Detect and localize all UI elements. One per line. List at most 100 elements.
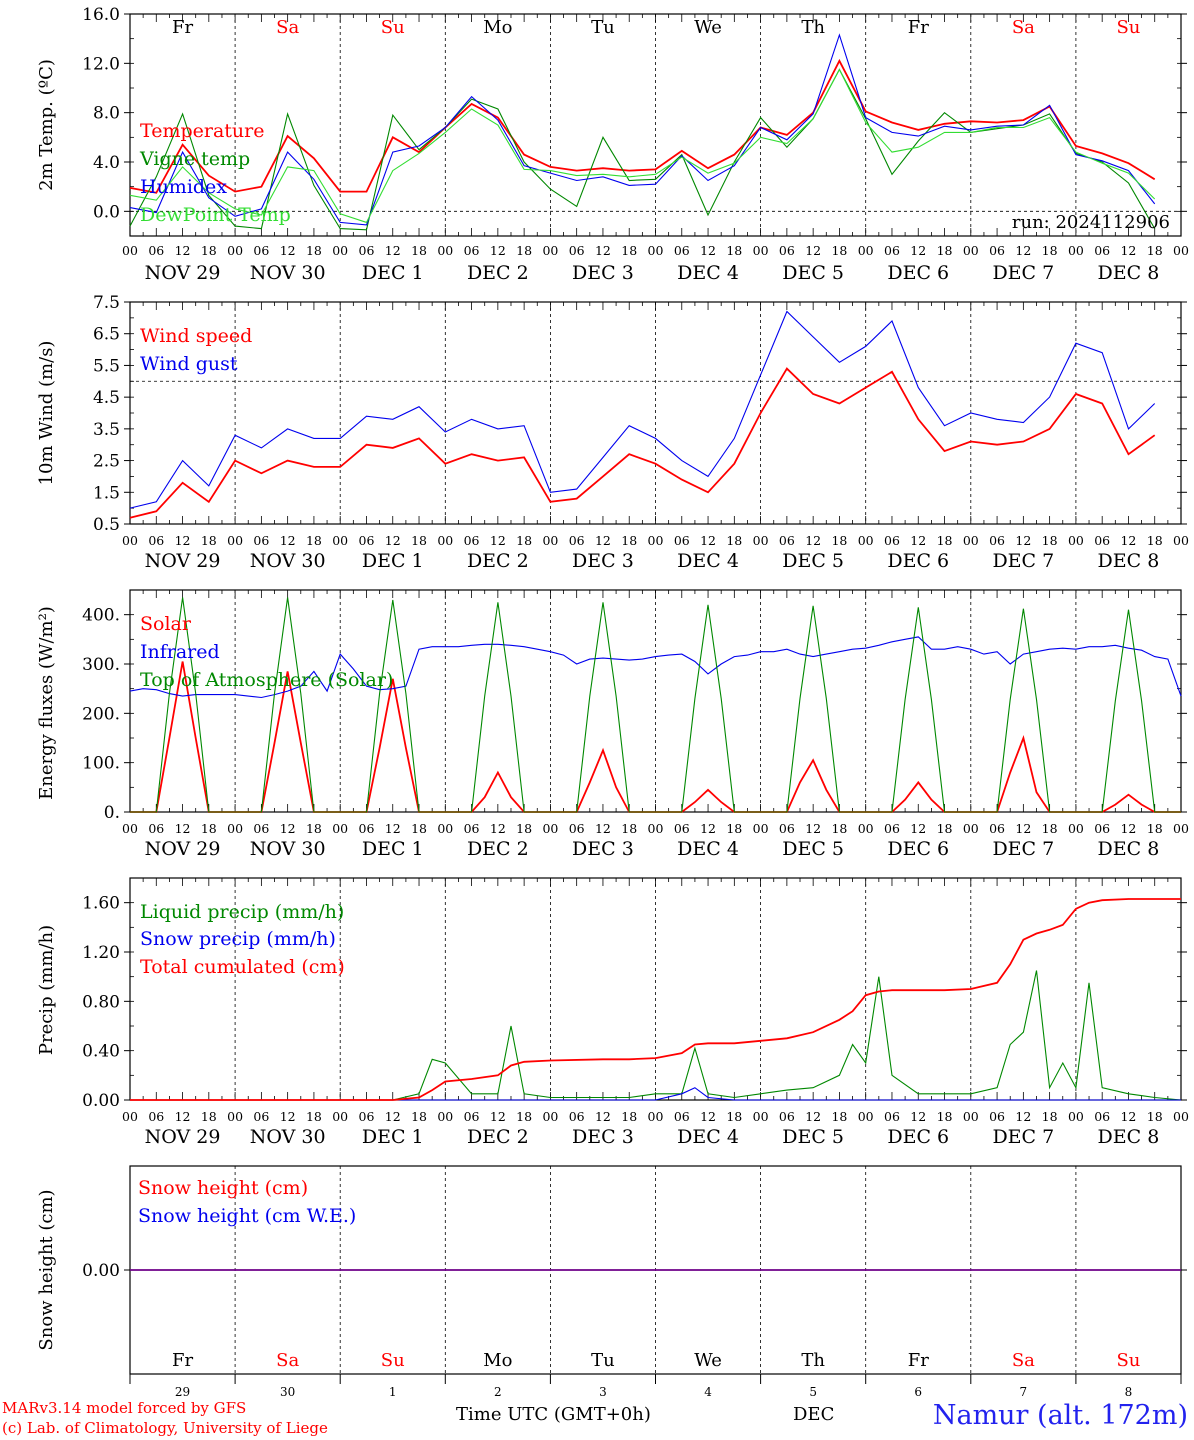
legend-entry: Wind speed: [140, 325, 252, 347]
weekday-label: Su: [381, 17, 405, 38]
hour-tick-label: 06: [464, 1109, 480, 1124]
y-tick-label: 8.0: [93, 104, 120, 124]
weekday-label: Su: [1116, 17, 1140, 38]
date-label: DEC 3: [572, 550, 634, 572]
hour-tick-label: 12: [1015, 243, 1031, 258]
day-number: 8: [1125, 1385, 1133, 1399]
hour-tick-label: 12: [1015, 821, 1031, 836]
hour-tick-label: 12: [595, 533, 611, 548]
hour-tick-label: 00: [648, 821, 664, 836]
y-tick-label: 400.: [82, 606, 120, 626]
weekday-label-bottom: Fr: [908, 1350, 929, 1371]
series-line: [129, 68, 1156, 231]
day-number: 3: [599, 1385, 607, 1399]
legend-entry: DewPoint Temp: [140, 204, 291, 226]
y-tick-label: 6.5: [93, 325, 120, 345]
hour-tick-label: 18: [306, 1109, 322, 1124]
legend-entry: Wind gust: [140, 353, 238, 375]
hour-tick-label: 00: [753, 243, 769, 258]
weekday-label-bottom: Sa: [276, 1350, 299, 1371]
y-tick-label: 5.5: [93, 356, 120, 376]
day-number: 6: [914, 1385, 922, 1399]
hour-tick-label: 00: [963, 821, 979, 836]
hour-tick-label: 18: [411, 533, 427, 548]
y-tick-label: 7.5: [93, 293, 120, 313]
hour-tick-label: 12: [1015, 1109, 1031, 1124]
date-label: DEC 1: [362, 838, 424, 860]
hour-tick-label: 06: [779, 533, 795, 548]
legend-entry: Top of Atmosphere (Solar): [140, 669, 393, 691]
hour-tick-label: 18: [726, 243, 742, 258]
y-tick-label: 4.5: [93, 388, 120, 408]
legend-entry: Infrared: [140, 641, 220, 663]
hour-tick-label: 12: [1120, 1109, 1136, 1124]
hour-tick-label: 12: [385, 821, 401, 836]
hour-tick-label: 12: [490, 821, 506, 836]
hour-tick-label: 12: [910, 243, 926, 258]
hour-tick-label: 12: [280, 533, 296, 548]
y-tick-label: 3.5: [93, 420, 120, 440]
y-tick-label: 1.60: [82, 894, 120, 914]
y-tick-label: 16.0: [82, 5, 120, 25]
hour-tick-label: 06: [148, 533, 164, 548]
hour-tick-label: 06: [253, 1109, 269, 1124]
hour-tick-label: 06: [253, 533, 269, 548]
hour-tick-label: 18: [937, 1109, 953, 1124]
series-line: [129, 58, 1156, 194]
hour-tick-label: 12: [175, 1109, 191, 1124]
hour-tick-label: 12: [280, 1109, 296, 1124]
hour-tick-label: 12: [1015, 533, 1031, 548]
y-tick-label: 0.80: [82, 992, 120, 1012]
date-label: DEC 7: [992, 262, 1054, 284]
hour-tick-label: 12: [595, 821, 611, 836]
hour-tick-label: 00: [648, 243, 664, 258]
hour-tick-label: 06: [674, 243, 690, 258]
hour-tick-label: 12: [700, 243, 716, 258]
hour-tick-label: 18: [411, 1109, 427, 1124]
date-label: DEC 3: [572, 1126, 634, 1148]
hour-tick-label: 12: [280, 821, 296, 836]
hour-tick-label: 12: [385, 533, 401, 548]
date-label: DEC 1: [362, 1126, 424, 1148]
hour-tick-label: 18: [937, 533, 953, 548]
weekday-label-bottom: Fr: [172, 1350, 193, 1371]
hour-tick-label: 06: [1094, 533, 1110, 548]
date-label: DEC 4: [677, 550, 739, 572]
hour-tick-label: 18: [201, 821, 217, 836]
hour-tick-label: 12: [490, 533, 506, 548]
series-line: [129, 636, 1182, 699]
hour-tick-label: 00: [332, 1109, 348, 1124]
date-label: DEC 1: [362, 262, 424, 284]
date-label: DEC 7: [992, 838, 1054, 860]
date-label: DEC 7: [992, 550, 1054, 572]
hour-tick-label: 06: [884, 533, 900, 548]
hour-tick-label: 18: [1147, 821, 1163, 836]
legend-entry: Total cumulated (cm): [140, 956, 345, 978]
date-label: DEC 4: [677, 262, 739, 284]
hour-tick-label: 12: [1120, 821, 1136, 836]
hour-tick-label: 06: [148, 821, 164, 836]
hour-tick-label: 00: [963, 243, 979, 258]
weekday-label: Tu: [591, 17, 615, 38]
hour-tick-label: 18: [1042, 821, 1058, 836]
hour-tick-label: 00: [1068, 243, 1084, 258]
date-label: DEC 6: [887, 262, 949, 284]
y-tick-label: 0.0: [93, 202, 120, 222]
y-tick-label: 300.: [82, 655, 120, 675]
y-axis-label: 2m Temp. (ºC): [36, 59, 57, 191]
hour-tick-label: 00: [227, 821, 243, 836]
date-label: DEC 2: [467, 838, 529, 860]
hour-tick-label: 06: [148, 1109, 164, 1124]
date-label: DEC 6: [887, 550, 949, 572]
month-label: DEC: [793, 1404, 835, 1425]
hour-tick-label: 00: [332, 821, 348, 836]
series-line: [130, 597, 1181, 813]
weekday-label-bottom: Sa: [1012, 1350, 1035, 1371]
date-label: DEC 8: [1098, 550, 1160, 572]
hour-tick-label: 18: [201, 533, 217, 548]
hour-tick-label: 12: [175, 533, 191, 548]
hour-tick-label: 18: [831, 533, 847, 548]
date-label: DEC 3: [572, 838, 634, 860]
date-label: DEC 2: [467, 550, 529, 572]
